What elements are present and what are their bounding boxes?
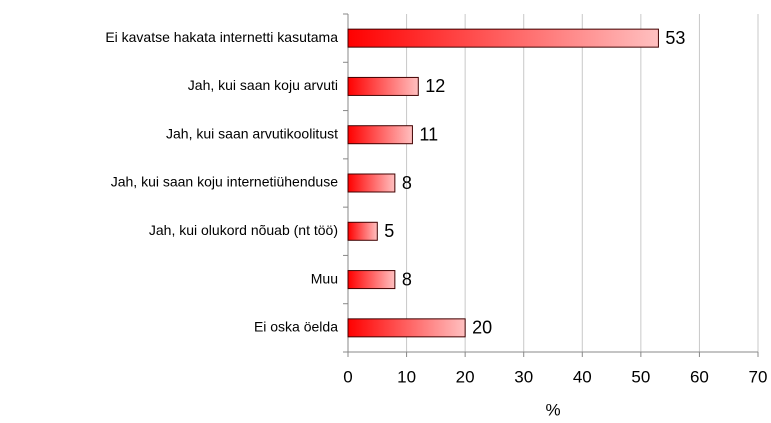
y-tick-label: Jah, kui saan arvutikoolitust bbox=[166, 125, 338, 141]
data-label: 11 bbox=[419, 124, 438, 144]
data-label: 12 bbox=[425, 76, 445, 96]
bar bbox=[347, 221, 378, 241]
bar bbox=[347, 125, 413, 145]
y-tick-label: Jah, kui saan koju internetiühenduse bbox=[111, 174, 338, 190]
y-tick-label: Muu bbox=[311, 270, 338, 286]
x-tick-label: 30 bbox=[514, 367, 533, 386]
bar bbox=[347, 318, 466, 338]
x-axis-label: % bbox=[545, 400, 560, 419]
x-tick-label: 60 bbox=[690, 367, 709, 386]
data-label: 20 bbox=[472, 318, 492, 338]
y-tick-label: Jah, kui saan koju arvuti bbox=[188, 77, 338, 93]
x-tick-label: 40 bbox=[573, 367, 592, 386]
data-label: 5 bbox=[384, 221, 394, 241]
y-tick-label: Ei kavatse hakata internetti kasutama bbox=[105, 29, 338, 45]
x-tick-label: 0 bbox=[343, 367, 352, 386]
y-tick-label: Ei oska öelda bbox=[254, 319, 338, 335]
x-tick-label: 10 bbox=[397, 367, 416, 386]
bar bbox=[347, 270, 396, 290]
bar bbox=[347, 76, 419, 96]
bar bbox=[347, 28, 659, 48]
x-tick-label: 20 bbox=[456, 367, 475, 386]
x-tick-label: 70 bbox=[749, 367, 768, 386]
data-label: 53 bbox=[665, 28, 685, 48]
data-label: 8 bbox=[402, 269, 412, 289]
data-label: 8 bbox=[402, 173, 412, 193]
x-tick-label: 50 bbox=[631, 367, 650, 386]
bar bbox=[347, 173, 396, 193]
y-tick-label: Jah, kui olukord nõuab (nt töö) bbox=[149, 222, 338, 238]
